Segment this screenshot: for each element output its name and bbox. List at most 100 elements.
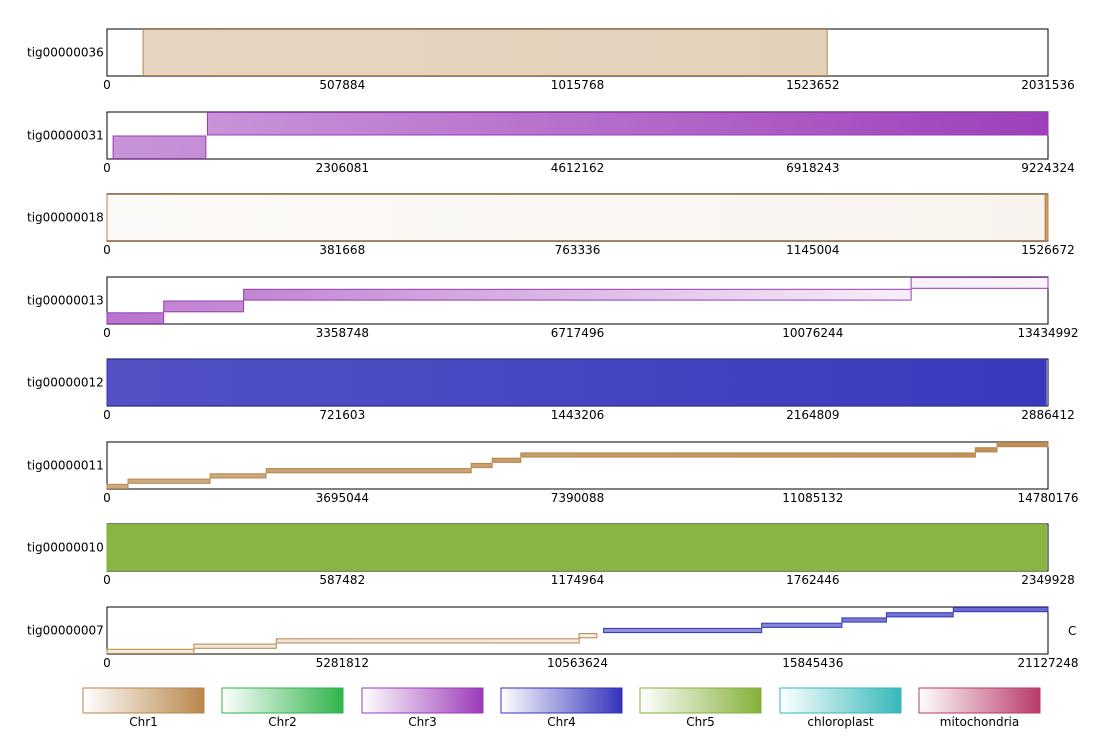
segment-chr1	[974, 447, 998, 453]
segment-chr3	[163, 300, 244, 313]
tick-label: 2886412	[1021, 408, 1074, 422]
tick-label: 10563624	[547, 656, 608, 670]
tick-label: 15845436	[782, 656, 843, 670]
segment-chr1	[106, 483, 129, 489]
tick-label: 7390088	[551, 491, 604, 505]
segment-chr1	[996, 442, 1049, 448]
legend-label: Chr5	[686, 715, 715, 729]
tick-label: 0	[103, 573, 111, 587]
segment-chr1	[106, 194, 1046, 241]
segment-chr3	[910, 277, 1049, 289]
contig-frame	[106, 441, 1049, 490]
legend-item: Chr4	[500, 687, 623, 729]
tick-label: 10076244	[782, 326, 843, 340]
segment-chr3	[243, 288, 912, 301]
contig-panel: tig00000011 0 3695044 7390088 11085132 147801…	[27, 441, 1079, 505]
segment-chr1	[275, 638, 580, 644]
segment-chr1	[193, 643, 277, 649]
segment-chr4	[761, 622, 843, 628]
segment-chr1	[578, 633, 598, 639]
tick-label: 381668	[319, 243, 365, 257]
segment-chr4	[885, 612, 954, 618]
legend-swatch	[361, 687, 484, 714]
tick-label: 1762446	[786, 573, 839, 587]
contig-name: tig00000018	[27, 211, 104, 225]
legend-label: Chr2	[268, 715, 297, 729]
tick-label: 11085132	[782, 491, 843, 505]
contig-panel: tig00000007 0 5281812 10563624 15845436 21127…	[27, 606, 1079, 670]
tick-label: 5281812	[316, 656, 369, 670]
legend-item: mitochondria	[918, 687, 1041, 729]
tick-label: 3358748	[316, 326, 369, 340]
contig-name: tig00000010	[27, 541, 104, 555]
contig-panel: tig00000012 0 721603 1443206 2164809 2886412	[27, 358, 1075, 422]
legend-swatch	[639, 687, 762, 714]
legend-swatch	[779, 687, 902, 714]
tick-label: 763336	[555, 243, 601, 257]
tick-label: 3695044	[316, 491, 369, 505]
tick-label: 13434992	[1017, 326, 1078, 340]
tick-label: 0	[103, 161, 111, 175]
segment-chr1	[265, 468, 472, 474]
tick-label: 6717496	[551, 326, 604, 340]
legend-label: Chr1	[129, 715, 158, 729]
legend-label: Chr3	[408, 715, 437, 729]
tick-label: 587482	[319, 573, 365, 587]
tick-label: 507884	[319, 78, 365, 92]
contig-name: tig00000031	[27, 129, 104, 143]
legend-item: Chr2	[221, 687, 344, 729]
tick-label: 0	[103, 491, 111, 505]
contig-panel: tig00000036 0 507884 1015768 1523652 2031536	[27, 28, 1075, 92]
tick-label: 1443206	[551, 408, 604, 422]
contig-name: tig00000012	[27, 376, 104, 390]
tick-label: 2306081	[316, 161, 369, 175]
segment-chr1	[142, 29, 828, 76]
segment-chr1	[127, 478, 211, 484]
tick-label: 21127248	[1017, 656, 1078, 670]
segment-chr1	[491, 457, 522, 463]
segment-chr4	[841, 617, 887, 623]
segment-chr1	[209, 473, 267, 479]
tick-label: 0	[103, 408, 111, 422]
contig-panel: tig00000010 0 587482 1174964 1762446 2349928	[27, 523, 1075, 587]
segment-chr3	[207, 112, 1049, 136]
tick-label: 0	[103, 326, 111, 340]
legend-item: Chr1	[82, 687, 205, 729]
tick-label: 0	[103, 78, 111, 92]
legend-item: Chr5	[639, 687, 762, 729]
tick-label: 2349928	[1021, 573, 1074, 587]
tick-label: 1015768	[551, 78, 604, 92]
segment-chr3	[106, 312, 165, 325]
contig-panel: tig00000018 0 381668 763336 1145004 1526672	[27, 193, 1075, 257]
segment-chr5	[106, 524, 1047, 571]
extra-label: C	[1068, 624, 1076, 638]
tick-label: 1523652	[786, 78, 839, 92]
tick-label: 2164809	[786, 408, 839, 422]
legend-swatch	[918, 687, 1041, 714]
legend-swatch	[82, 687, 205, 714]
legend-swatch	[221, 687, 344, 714]
tick-label: 1145004	[786, 243, 839, 257]
contig-panel: tig00000013 0 3358748 6717496 10076244 134349…	[27, 276, 1079, 340]
legend-label: mitochondria	[940, 715, 1019, 729]
legend-label: Chr4	[547, 715, 576, 729]
tick-label: 14780176	[1017, 491, 1078, 505]
segment-chr3	[112, 135, 207, 159]
segment-chr4	[603, 627, 763, 634]
segment-chr1	[470, 462, 493, 469]
tick-label: 9224324	[1021, 161, 1074, 175]
tick-label: 6918243	[786, 161, 839, 175]
legend-swatch	[500, 687, 623, 714]
legend-item: Chr3	[361, 687, 484, 729]
tick-label: 721603	[319, 408, 365, 422]
legend: Chr1 Chr2 Chr3 Chr4 Chr5 chloroplast mitochond…	[82, 687, 1041, 729]
legend-label: chloroplast	[807, 715, 873, 729]
segment-chr1	[106, 648, 195, 654]
tick-label: 1526672	[1021, 243, 1074, 257]
tick-label: 1174964	[551, 573, 604, 587]
legend-item: chloroplast	[779, 687, 902, 729]
contig-name: tig00000007	[27, 624, 104, 638]
contig-name: tig00000011	[27, 459, 104, 473]
